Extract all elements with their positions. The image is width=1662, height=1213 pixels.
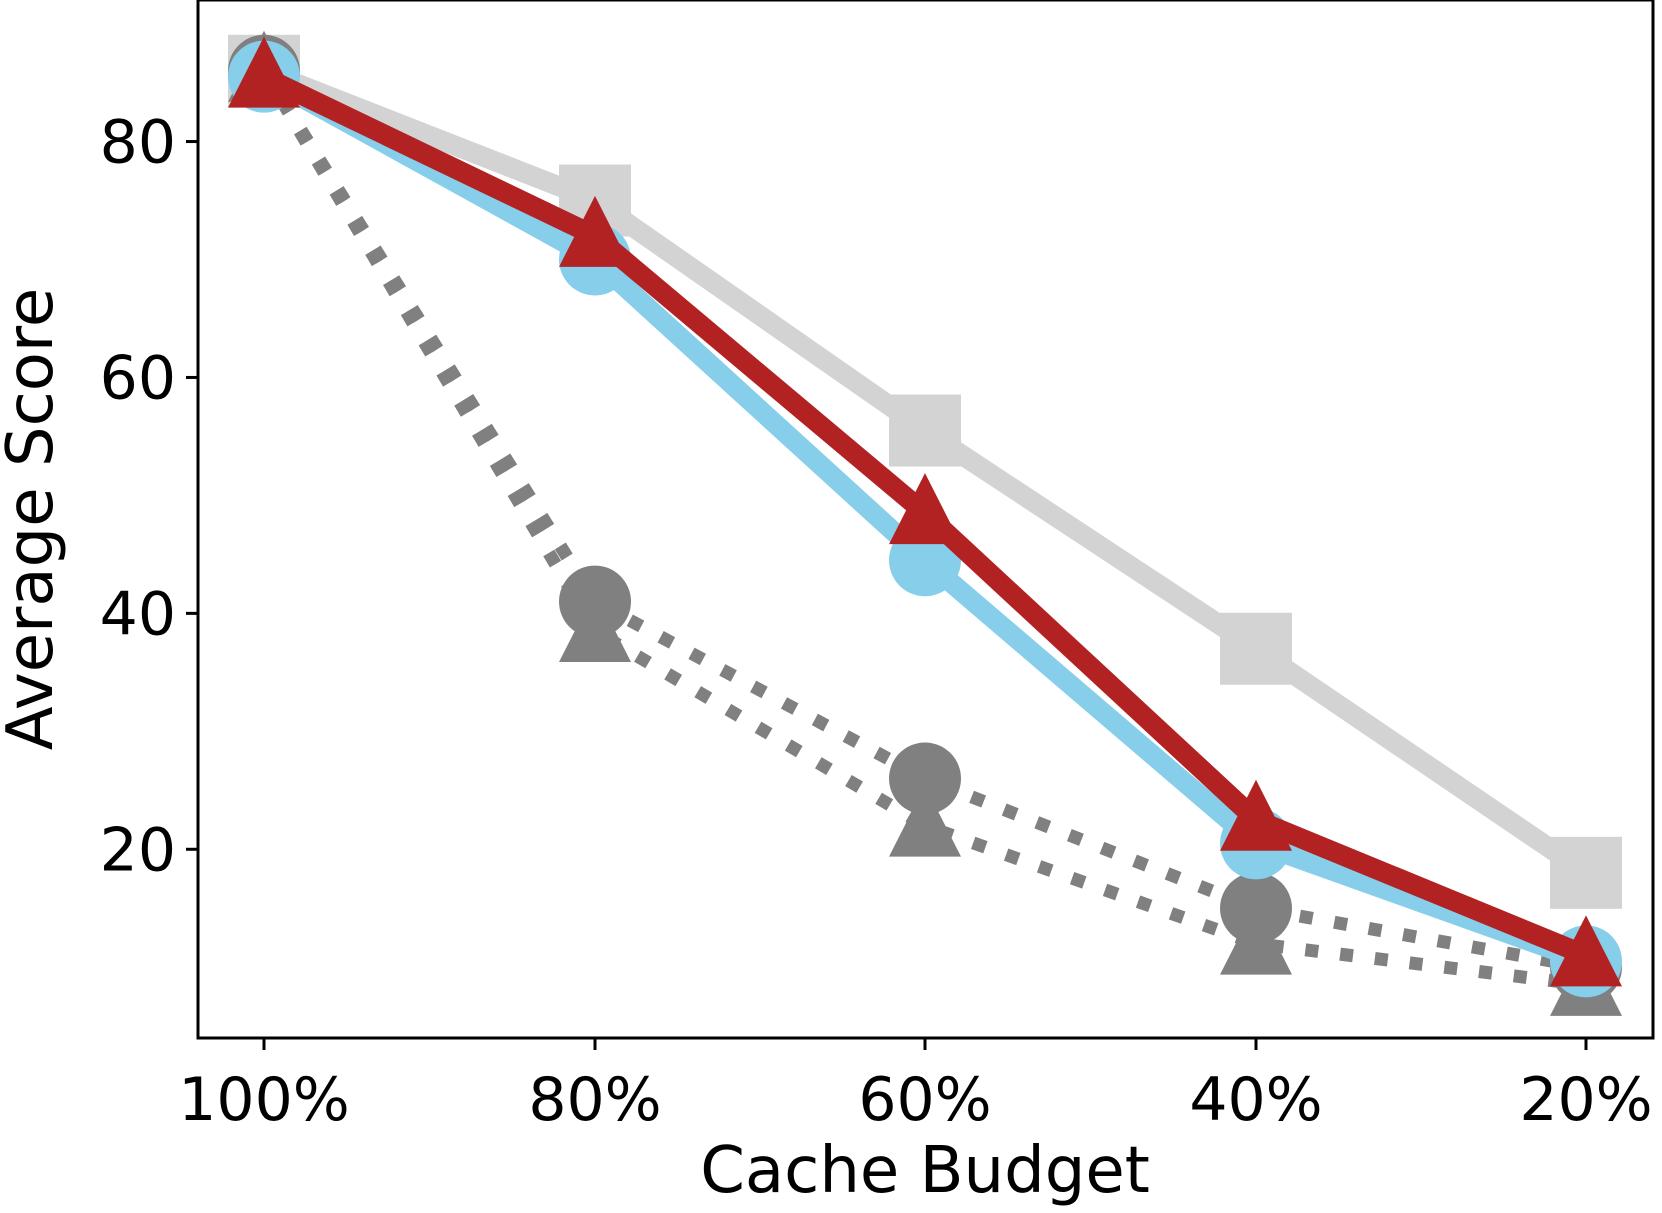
- x-axis-title: Cache Budget: [700, 1134, 1150, 1208]
- series-1-point-4: [1220, 612, 1292, 685]
- series-5: [228, 36, 1622, 987]
- x-tick-label-3: 60%: [858, 1065, 991, 1135]
- series-5-point-4: [1220, 779, 1292, 851]
- x-tick-label-1: 100%: [178, 1065, 350, 1135]
- y-tick-label-80: 80: [100, 108, 176, 178]
- series-1-point-5: [1550, 836, 1622, 909]
- series-1-point-3: [889, 394, 961, 467]
- series-3-point-2: [559, 565, 631, 638]
- series-2-point-3: [889, 785, 961, 857]
- series-3-point-3: [889, 742, 961, 815]
- y-tick-label-60: 60: [100, 343, 176, 413]
- x-tick-label-4: 40%: [1189, 1065, 1322, 1135]
- y-tick-label-40: 40: [100, 579, 176, 649]
- x-axis: 100% 80% 60% 40% 20%: [178, 1038, 1653, 1135]
- y-tick-label-20: 20: [100, 815, 176, 885]
- series-3-point-4: [1220, 872, 1292, 945]
- series-1: [228, 34, 1622, 909]
- series-5-point-3: [889, 473, 961, 545]
- series-5-point-5: [1550, 915, 1622, 987]
- y-axis-title: Average Score: [0, 288, 68, 750]
- x-tick-label-2: 80%: [528, 1065, 661, 1135]
- y-axis: 20 40 60 80: [100, 108, 198, 885]
- series-5-point-1: [228, 36, 300, 108]
- x-tick-label-5: 20%: [1519, 1065, 1652, 1135]
- series-5-point-2: [559, 195, 631, 267]
- series-layer: [228, 30, 1622, 1016]
